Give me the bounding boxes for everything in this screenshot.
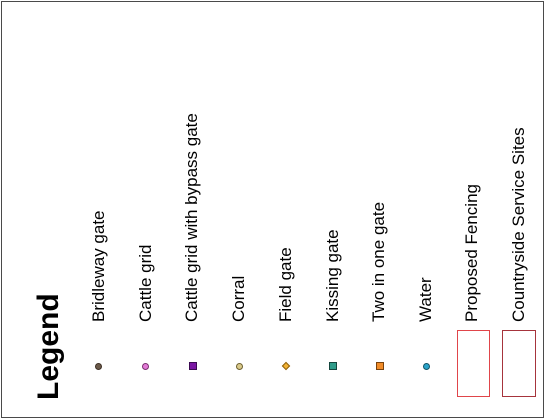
bridleway-gate-symbol-icon	[95, 363, 102, 370]
legend-label-cattle-grid: Cattle grid	[136, 244, 155, 322]
kissing-gate-symbol-icon	[329, 362, 337, 370]
cattle-grid-bypass-gate-symbol-icon	[189, 362, 197, 370]
legend-label-corral: Corral	[229, 275, 248, 322]
countryside-service-sites-swatch-icon	[502, 330, 536, 397]
legend-label-water: Water	[416, 277, 435, 322]
legend-label-cattle-grid-bypass-gate: Cattle grid with bypass gate	[182, 113, 201, 322]
legend-label-kissing-gate: Kissing gate	[323, 229, 342, 322]
cattle-grid-symbol-icon	[142, 363, 149, 370]
legend-label-field-gate: Field gate	[276, 247, 295, 322]
field-gate-symbol-icon	[281, 361, 291, 371]
legend-label-proposed-fencing: Proposed Fencing	[462, 184, 481, 322]
legend-label-countryside-service-sites: Countryside Service Sites	[509, 127, 528, 322]
legend-label-two-in-one-gate: Two in one gate	[369, 201, 388, 322]
water-symbol-icon	[423, 363, 430, 370]
legend-label-bridleway-gate: Bridleway gate	[89, 210, 108, 322]
two-in-one-gate-symbol-icon	[376, 362, 384, 370]
proposed-fencing-swatch-icon	[457, 330, 490, 397]
corral-symbol-icon	[236, 363, 243, 370]
legend-title: Legend	[32, 293, 65, 400]
